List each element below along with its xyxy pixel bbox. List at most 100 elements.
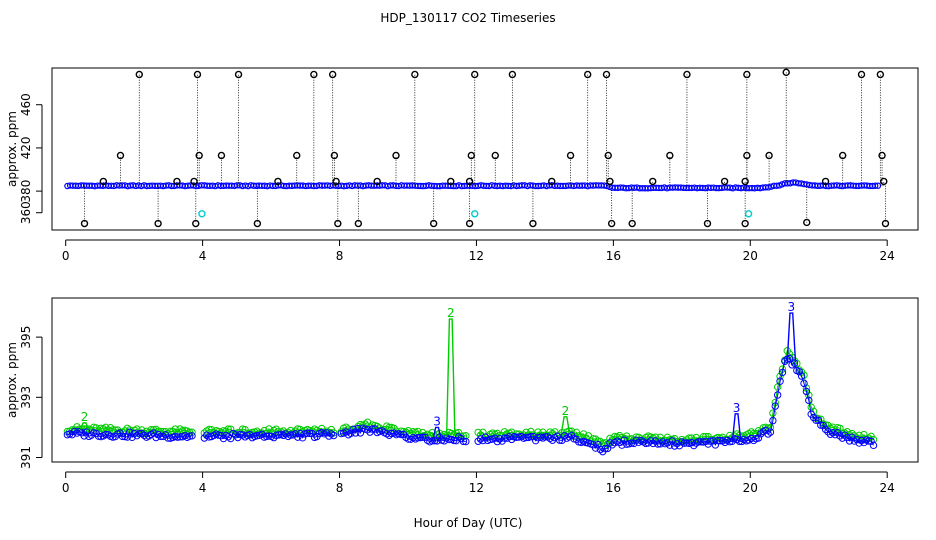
bottom-x-axis: 0 4 8 12 16 20 24 xyxy=(62,471,895,495)
blue-series-point xyxy=(303,429,312,437)
top-x-tick-label: 12 xyxy=(469,249,484,263)
green-spike-label: 2 xyxy=(81,410,89,424)
blue-series-point xyxy=(795,368,803,376)
blue-series-point xyxy=(286,431,295,439)
blue-series-point xyxy=(606,439,614,447)
blue-series-point xyxy=(831,430,839,439)
green-series-point xyxy=(757,428,765,436)
blue-series-point xyxy=(860,438,868,447)
green-spike-line xyxy=(79,422,90,430)
blue-series-point xyxy=(111,432,120,441)
blue-series-point xyxy=(805,396,813,405)
blue-spike-line xyxy=(786,312,797,362)
small-bump-point xyxy=(373,177,381,186)
x-axis-title: Hour of Day (UTC) xyxy=(414,516,523,530)
blue-series-point xyxy=(773,391,782,399)
high-spike-point xyxy=(583,70,592,79)
green-series-point xyxy=(479,428,487,437)
blue-series-point xyxy=(694,438,703,446)
small-bump-point xyxy=(99,177,108,186)
mid-spike-point xyxy=(330,151,339,160)
mid-spike-point xyxy=(217,151,226,160)
blue-series-point xyxy=(869,441,878,450)
green-spike-label: 2 xyxy=(562,404,570,418)
small-bump-point xyxy=(447,177,455,186)
top-x-tick-label: 0 xyxy=(62,249,70,263)
blue-series-point xyxy=(164,434,172,442)
blue-series-point xyxy=(867,437,875,445)
blue-series-point xyxy=(351,429,360,437)
low-dip-point xyxy=(354,219,363,228)
blue-series-point xyxy=(149,429,158,437)
bottom-x-tick-label: 4 xyxy=(199,481,207,495)
green-series-point xyxy=(188,428,196,436)
green-series-point xyxy=(296,425,304,434)
mid-spike-point xyxy=(293,151,301,160)
mid-spike-point xyxy=(566,151,575,160)
high-spike-point xyxy=(310,70,318,79)
blue-series-point xyxy=(658,438,667,446)
top-x-tick-label: 16 xyxy=(606,249,621,263)
green-series-point xyxy=(104,426,112,434)
blue-series-point xyxy=(298,434,307,442)
green-series-point xyxy=(663,433,672,442)
green-series-point xyxy=(428,428,436,437)
blue-series-point xyxy=(709,437,717,445)
top-y-tick-label: 360 xyxy=(19,201,33,224)
blue-series-point xyxy=(824,428,832,436)
blue-series-point xyxy=(349,425,357,434)
high-spike-point xyxy=(508,70,517,79)
green-series-point xyxy=(176,425,184,433)
mid-spike-point xyxy=(666,151,674,160)
blue-series-point xyxy=(154,430,163,439)
blue-series-point xyxy=(507,435,516,444)
blue-series-point xyxy=(296,429,304,438)
blue-series-point xyxy=(848,433,856,441)
mid-spike-point xyxy=(467,151,476,160)
baseline-point xyxy=(773,182,780,189)
blue-series-point xyxy=(797,372,806,380)
green-series-point xyxy=(651,433,660,441)
low-dip-point xyxy=(703,219,712,228)
low-dip-point xyxy=(429,219,438,228)
green-series-point xyxy=(123,424,132,432)
blue-series-point xyxy=(325,432,333,440)
green-spike-line xyxy=(560,416,571,434)
high-spike-point xyxy=(876,70,885,79)
blue-series-point xyxy=(347,429,355,437)
blue-series-point xyxy=(656,440,664,448)
blue-series-point xyxy=(714,436,722,445)
blue-series-point xyxy=(812,416,820,424)
blue-series-point xyxy=(430,437,439,445)
bottom-y-tick-label: 391 xyxy=(19,446,33,469)
bottom-x-tick-label: 24 xyxy=(880,481,895,495)
blue-series-point xyxy=(414,434,422,442)
top-y-tick-label: 460 xyxy=(19,93,33,116)
top-x-axis: 0 4 8 12 16 20 24 xyxy=(62,239,895,263)
blue-series-point xyxy=(819,421,827,430)
bottom-y-axis: 391 393 395 xyxy=(19,326,43,469)
green-series-point xyxy=(769,409,777,417)
blue-series-point xyxy=(203,431,211,439)
small-bump-point xyxy=(880,177,888,186)
low-dip-point xyxy=(154,219,162,228)
blue-series-point xyxy=(529,432,537,441)
top-plot-frame xyxy=(51,67,919,231)
mid-spike-point xyxy=(392,151,400,160)
high-spike-point xyxy=(857,70,866,79)
blue-series-point xyxy=(265,432,273,440)
blue-series-point xyxy=(680,439,688,447)
blue-series-point xyxy=(238,431,247,439)
high-spike-point xyxy=(782,68,790,77)
mid-spike-point xyxy=(765,151,773,160)
blue-series-point xyxy=(445,435,453,444)
blue-series-point xyxy=(459,437,468,446)
blue-series-point xyxy=(474,437,482,445)
bottom-panel: 2 2 2 3 3 3 0 4 8 12 16 20 24 391 393 395 approx. ppm xyxy=(5,297,919,495)
top-x-tick-label: 8 xyxy=(336,249,344,263)
blue-series-point xyxy=(764,430,772,438)
blue-series-point xyxy=(836,432,844,440)
green-series-line xyxy=(477,349,874,446)
green-series-point xyxy=(109,426,117,434)
